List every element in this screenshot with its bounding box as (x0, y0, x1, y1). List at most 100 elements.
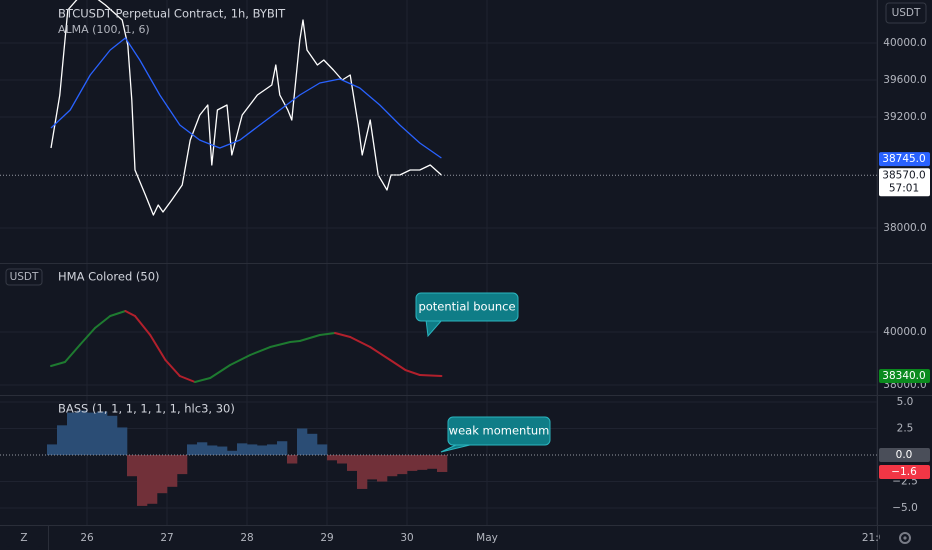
y-tick-label: 40000.0 (883, 326, 926, 338)
hma-segment (194, 376, 212, 384)
price-label: 38745.0 (882, 153, 925, 165)
hma-segment (124, 309, 136, 318)
unit-button (5, 268, 43, 286)
momentum-bar (87, 412, 98, 456)
x-tick-label: 29 (320, 532, 333, 544)
momentum-bar (347, 455, 358, 471)
momentum-bar (267, 444, 278, 456)
momentum-bar (327, 455, 338, 461)
momentum-bar (337, 455, 348, 464)
price-line (50, 37, 442, 159)
y-tick-label: 38000.0 (883, 222, 926, 234)
pane-title: BTCUSDT Perpetual Contract, 1h, BYBIT (58, 7, 286, 21)
momentum-bar (57, 425, 68, 456)
scale-button-label: Z (20, 532, 27, 544)
momentum-bar (107, 415, 118, 456)
unit-label: USDT (10, 271, 39, 283)
price-label-box (879, 168, 930, 197)
gear (899, 532, 911, 544)
price-label-box (879, 369, 930, 384)
hma-segment (389, 359, 407, 372)
unit-label: USDT (892, 7, 921, 19)
momentum-bar (157, 455, 168, 494)
callout-box (447, 416, 551, 446)
momentum-bar (207, 445, 218, 456)
hma-segment (334, 332, 352, 338)
hma-segment (178, 375, 196, 384)
y-tick-label: 40000.0 (883, 37, 926, 49)
hma-segment (209, 363, 232, 379)
momentum-bar (237, 443, 248, 456)
momentum-bar (97, 411, 108, 456)
callout-box (415, 292, 519, 322)
hma-segment (404, 369, 421, 376)
price-label-box (879, 448, 930, 463)
pane (0, 410, 877, 506)
momentum-bar (277, 441, 288, 456)
pane (0, 0, 877, 216)
hma-segment (94, 315, 112, 329)
hma-segment (369, 346, 392, 362)
hma-segment (64, 343, 81, 363)
y-tick-label: 5.0 (897, 396, 914, 408)
y-tick-label: 2.5 (897, 423, 914, 435)
momentum-bar (417, 455, 428, 470)
momentum-bar (357, 455, 368, 489)
y-tick-label: 39600.0 (883, 74, 926, 86)
legend-entry: ALMA (100, 1, 6) (58, 23, 150, 36)
x-tick-label: 28 (240, 532, 253, 544)
hma-segment (109, 309, 127, 318)
hma-segment (418, 373, 443, 378)
momentum-bar (287, 455, 298, 464)
price-label: −1.6 (891, 466, 917, 478)
pane-title: HMA Colored (50) (58, 270, 160, 284)
x-tick-label: 30 (400, 532, 413, 544)
momentum-bar (317, 444, 328, 456)
momentum-bar (227, 450, 238, 456)
hma-segment (349, 335, 372, 349)
momentum-bar (297, 428, 308, 456)
x-tick-label: May (476, 532, 498, 544)
callout-text: potential bounce (418, 300, 515, 314)
momentum-bar (367, 455, 378, 480)
momentum-bar (147, 455, 158, 504)
momentum-bar (377, 455, 388, 482)
hma-segment (269, 340, 292, 349)
momentum-bar (387, 455, 398, 477)
price-label: 0.0 (896, 449, 913, 461)
momentum-bar (177, 455, 188, 475)
momentum-bar (187, 444, 198, 456)
hma-segment (78, 326, 96, 346)
price-line (50, 0, 442, 216)
settings-icon[interactable] (899, 532, 911, 544)
hma-segment (249, 346, 272, 356)
x-tick-label: 26 (80, 532, 94, 544)
momentum-bar (257, 445, 268, 456)
pane (50, 309, 443, 384)
price-label-box (879, 152, 930, 167)
countdown: 57:01 (889, 182, 919, 194)
y-tick-label: 39200.0 (883, 111, 926, 123)
momentum-bar (217, 446, 228, 456)
momentum-bar (47, 444, 58, 456)
hma-segment (149, 333, 167, 362)
momentum-bar (67, 412, 78, 456)
hma-segment (229, 353, 252, 366)
momentum-bar (407, 455, 418, 471)
momentum-bar (197, 442, 208, 456)
momentum-bar (427, 455, 438, 469)
momentum-bar (117, 427, 128, 456)
momentum-bar (307, 433, 318, 456)
price-label: 38340.0 (882, 370, 925, 382)
hma-segment (318, 332, 336, 336)
pane-title: BASS (1, 1, 1, 1, 1, 1, hlc3, 30) (58, 402, 235, 416)
hma-segment (298, 333, 321, 342)
scale-button[interactable] (6, 528, 42, 547)
momentum-bar (397, 455, 408, 475)
momentum-bar (127, 455, 138, 477)
price-label-box (879, 464, 930, 479)
x-tick-label: 27 (160, 532, 173, 544)
unit-button (885, 2, 927, 24)
hma-segment (289, 339, 301, 343)
